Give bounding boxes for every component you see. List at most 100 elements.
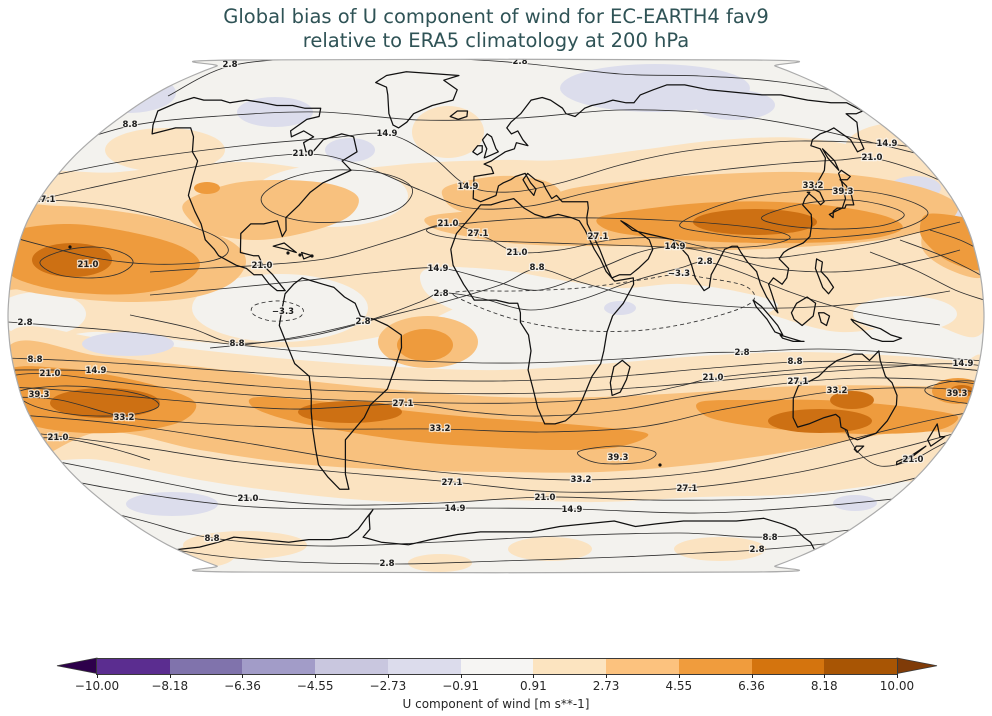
fill-region: [674, 537, 766, 561]
contour-line: [209, 261, 941, 349]
island-dot: [310, 254, 314, 258]
fill-region: [105, 128, 225, 172]
bias-negative-patch: [325, 138, 375, 162]
contour-line: [39, 246, 134, 279]
contour-label: 2.8: [222, 60, 237, 70]
coastline: [853, 445, 865, 453]
contour-label: 14.9: [445, 504, 466, 514]
contour-label: 21.0: [507, 248, 528, 258]
coastline: [472, 84, 865, 314]
contour-label: 27.1: [468, 229, 489, 239]
contour-line: [7, 357, 985, 382]
contour-label: 33.2: [827, 386, 848, 396]
contour-label: 2.8: [749, 545, 764, 555]
contour-label: −3.3: [272, 307, 294, 317]
contour-label: 8.8: [529, 263, 544, 273]
chart-title: Global bias of U component of wind for E…: [0, 5, 992, 53]
fill-region: [508, 537, 592, 561]
contour-label: 39.3: [833, 187, 854, 197]
coastline: [272, 242, 297, 254]
bias-neutral-cut: [419, 266, 778, 334]
contour-label: 21.0: [48, 433, 69, 443]
coastline: [814, 258, 835, 295]
contour-label: 21.0: [438, 219, 459, 229]
map-outline: [7, 58, 985, 574]
coastline: [449, 110, 469, 121]
bias-negative-patch: [82, 332, 174, 356]
contour-line: [149, 246, 961, 296]
contour-line: [7, 199, 229, 265]
coastline: [792, 350, 898, 441]
contour-line: [577, 445, 657, 465]
coastline: [609, 359, 631, 397]
contour-label: 2.8: [734, 348, 749, 358]
contour-label: 8.8: [27, 355, 42, 365]
coastline: [850, 318, 903, 343]
island-dot: [298, 253, 302, 257]
contour-line: [7, 387, 985, 433]
coastline: [450, 197, 635, 425]
contour-label: 14.9: [377, 129, 398, 139]
fill-region: [50, 388, 160, 418]
contour-label: 8.8: [122, 120, 137, 130]
contour-line: [7, 451, 985, 506]
contour-label: 2.8: [379, 559, 394, 569]
coastline: [779, 334, 805, 343]
contour-label: 27.1: [677, 484, 698, 494]
contour-label: 2.8: [355, 317, 370, 327]
contour-line: [679, 189, 929, 240]
contour-label: 39.3: [947, 389, 968, 399]
contour-label: 2.8: [17, 318, 32, 328]
coastline: [752, 299, 784, 336]
fill-region: [298, 401, 402, 423]
fill-region: [693, 209, 817, 235]
contour-line: [51, 109, 944, 161]
contour-line: [16, 385, 160, 417]
contour-label: 21.0: [238, 494, 259, 504]
bias-negative-patch: [695, 90, 775, 120]
island-dot: [658, 463, 662, 467]
contour-label: 14.9: [458, 182, 479, 192]
coastline: [790, 296, 817, 327]
coastline: [817, 312, 831, 327]
contour-label: 14.9: [877, 139, 898, 149]
contour-label: 21.0: [535, 493, 556, 503]
contour-label: 27.1: [788, 377, 809, 387]
contour-line: [452, 273, 756, 332]
contour-line: [7, 364, 985, 404]
contour-line: [869, 251, 985, 301]
coastline: [828, 169, 855, 219]
contour-label: 21.0: [252, 261, 273, 271]
contour-label: 2.8: [433, 289, 448, 299]
fill-region: [32, 243, 112, 277]
coastline: [375, 71, 460, 129]
contour-line: [260, 169, 413, 223]
coastline: [151, 96, 358, 292]
chart-title-line2: relative to ERA5 climatology at 200 hPa: [302, 29, 690, 52]
contour-line: [7, 425, 985, 493]
contour-label: 33.2: [803, 181, 824, 191]
fill-region: [397, 329, 453, 361]
chart-title-line1: Global bias of U component of wind for E…: [223, 5, 769, 28]
fill-region: [950, 385, 974, 397]
contour-label: 39.3: [608, 453, 629, 463]
coastline: [481, 133, 499, 159]
contour-label: 33.2: [571, 475, 592, 485]
contour-line: [59, 499, 951, 547]
contour-line: [7, 467, 985, 514]
fill-region: [830, 391, 874, 409]
fill-region: [194, 182, 220, 194]
contour-label: 33.2: [114, 413, 135, 423]
contour-line: [89, 528, 921, 565]
bias-negative-patch: [237, 97, 313, 127]
fill-region: [768, 409, 872, 433]
contour-line: [7, 409, 985, 481]
bias-neutral-cut: [853, 296, 957, 332]
island-dot: [68, 245, 72, 249]
contour-label: 33.2: [430, 424, 451, 434]
coastline: [895, 445, 927, 466]
contour-label: 21.0: [293, 149, 314, 159]
coastline: [278, 277, 403, 490]
coastline: [821, 148, 840, 171]
